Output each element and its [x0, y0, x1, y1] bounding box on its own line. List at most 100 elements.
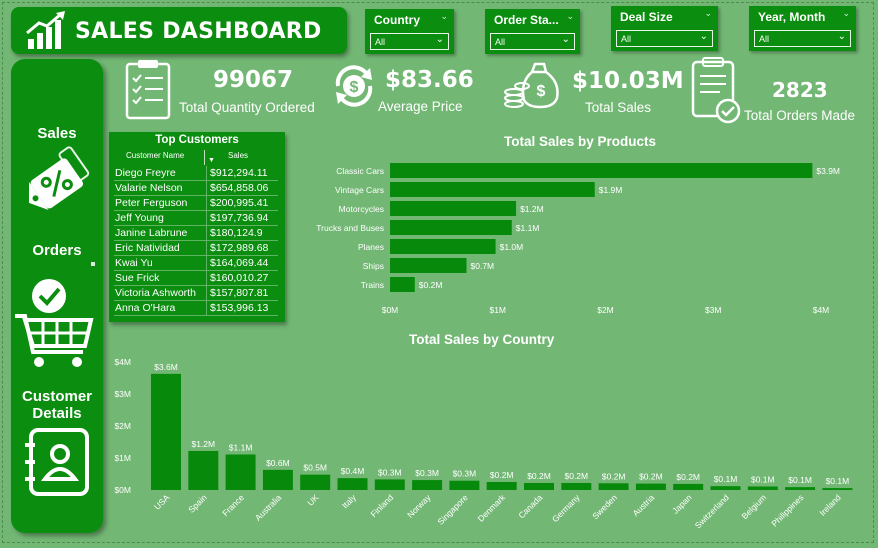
data-label: $0.1M	[826, 476, 850, 486]
chevron-down-icon[interactable]: ⌄	[704, 8, 712, 18]
category-label: Sweden	[590, 492, 619, 521]
contact-book-icon[interactable]	[21, 427, 93, 497]
cell-sales: $200,995.41	[210, 197, 269, 209]
x-tick-label: $2M	[597, 305, 614, 315]
cell-customer-name: Victoria Ashworth	[114, 286, 207, 300]
category-label: Vintage Cars	[335, 185, 384, 195]
bar	[262, 469, 293, 490]
chevron-down-icon: ⌄	[837, 31, 846, 42]
kpi-quantity-value: 99067	[213, 67, 294, 93]
shopping-cart-check-icon[interactable]	[13, 274, 97, 370]
data-label: $0.3M	[378, 467, 402, 477]
deal-size-dropdown[interactable]: All ⌄	[616, 30, 713, 47]
kpi-total-sales-value: $10.03M	[572, 68, 684, 94]
y-tick-label: $3M	[114, 389, 131, 399]
kpi-orders-label: Total Orders Made	[744, 108, 856, 123]
data-label: $0.4M	[341, 466, 365, 476]
data-label: $1.9M	[599, 185, 623, 195]
cell-sales: $912,294.11	[210, 167, 268, 179]
cell-sales: $160,010.27	[210, 272, 269, 284]
cell-customer-name: Kwai Yu	[114, 256, 207, 270]
data-label: $0.5M	[303, 463, 327, 473]
growth-chart-icon	[26, 11, 65, 49]
category-label: France	[220, 492, 246, 518]
kpi-quantity-label: Total Quantity Ordered	[179, 100, 315, 115]
bar	[374, 479, 405, 490]
bar	[390, 201, 517, 216]
bar	[151, 373, 181, 490]
cell-sales: $654,858.06	[210, 182, 269, 194]
year-month-dropdown[interactable]: All ⌄	[754, 30, 851, 47]
cell-sales: $172,989.68	[210, 242, 269, 254]
chevron-down-icon[interactable]: ⌄	[440, 11, 448, 21]
cell-sales: $180,124.9	[210, 227, 263, 239]
year-month-slicer[interactable]: Year, Month ⌄ All ⌄	[749, 6, 856, 51]
bar	[390, 277, 415, 292]
cell-customer-name: Sue Frick	[114, 271, 207, 285]
bar	[785, 487, 816, 490]
cell-customer-name: Valarie Nelson	[114, 181, 207, 195]
data-label: $0.2M	[676, 472, 700, 482]
table-row: Janine Labrune $180,124.9	[114, 226, 278, 241]
bar	[390, 220, 512, 235]
order-status-slicer[interactable]: Order Sta... ⌄ All ⌄	[485, 9, 580, 54]
x-tick-label: $3M	[705, 305, 722, 315]
data-label: $1.1M	[229, 442, 253, 452]
chevron-down-icon[interactable]: ⌄	[566, 11, 574, 21]
slicer-label: Order Sta...	[494, 13, 559, 27]
category-label: Australia	[253, 492, 284, 523]
title-banner: SALES DASHBOARD	[11, 7, 347, 54]
x-tick-label: $0M	[382, 305, 399, 315]
bar	[635, 483, 666, 490]
cell-customer-name: Janine Labrune	[114, 226, 207, 240]
svg-text:$: $	[350, 79, 359, 96]
order-status-dropdown[interactable]: All ⌄	[490, 33, 575, 50]
chart-title-products: Total Sales by Products	[504, 134, 657, 149]
dropdown-value: All	[759, 34, 770, 44]
column-header-customer-name[interactable]: Customer Name	[126, 151, 185, 160]
bar	[561, 482, 592, 490]
cell-customer-name: Anna O'Hara	[114, 301, 207, 315]
category-label: Planes	[358, 242, 384, 252]
cell-sales: $157,807.81	[210, 287, 269, 299]
data-label: $0.2M	[490, 470, 514, 480]
bar	[710, 486, 741, 490]
chevron-down-icon: ⌄	[561, 34, 570, 45]
chevron-down-icon: ⌄	[435, 34, 444, 45]
table-row: Jeff Young $197,736.94	[114, 211, 278, 226]
deal-size-slicer[interactable]: Deal Size ⌄ All ⌄	[611, 6, 718, 51]
cell-sales: $164,069.44	[210, 257, 269, 269]
country-dropdown[interactable]: All ⌄	[370, 33, 449, 50]
x-tick-label: $1M	[489, 305, 506, 315]
kpi-total-sales-label: Total Sales	[585, 100, 652, 115]
slicer-label: Country	[374, 13, 420, 27]
bar	[486, 482, 517, 490]
country-slicer[interactable]: Country ⌄ All ⌄	[365, 9, 454, 54]
data-label: $1.2M	[520, 204, 544, 214]
sidebar-item-sales[interactable]: Sales	[37, 125, 77, 142]
category-label: Ireland	[817, 492, 843, 518]
category-label: Germany	[550, 492, 582, 524]
sidebar-item-orders[interactable]: Orders	[32, 242, 82, 259]
discount-tag-icon[interactable]	[17, 145, 95, 223]
column-header-sales[interactable]: Sales	[228, 151, 249, 160]
cell-customer-name: Peter Ferguson	[114, 196, 207, 210]
kpi-avg-price-label: Average Price	[378, 99, 463, 114]
category-label: Classic Cars	[336, 166, 384, 176]
data-label: $0.1M	[751, 474, 775, 484]
money-bag-coins-icon: $	[504, 62, 559, 109]
indicator-dot	[91, 262, 95, 266]
slicer-label: Deal Size	[620, 10, 673, 24]
sidebar-nav: Sales Orders Customer Details	[11, 59, 103, 533]
cell-customer-name: Diego Freyre	[114, 166, 207, 180]
data-label: $0.6M	[266, 458, 290, 468]
category-label: UK	[305, 492, 321, 508]
bar	[673, 483, 704, 490]
sidebar-item-label: Details	[32, 405, 82, 422]
bar	[390, 258, 467, 273]
bar	[390, 182, 595, 197]
chevron-down-icon[interactable]: ⌄	[842, 8, 850, 18]
sort-descending-icon[interactable]: ▼	[208, 157, 215, 164]
dollar-cycle-icon: $	[335, 65, 373, 107]
sidebar-item-customer-details[interactable]: Customer Details	[11, 388, 103, 422]
